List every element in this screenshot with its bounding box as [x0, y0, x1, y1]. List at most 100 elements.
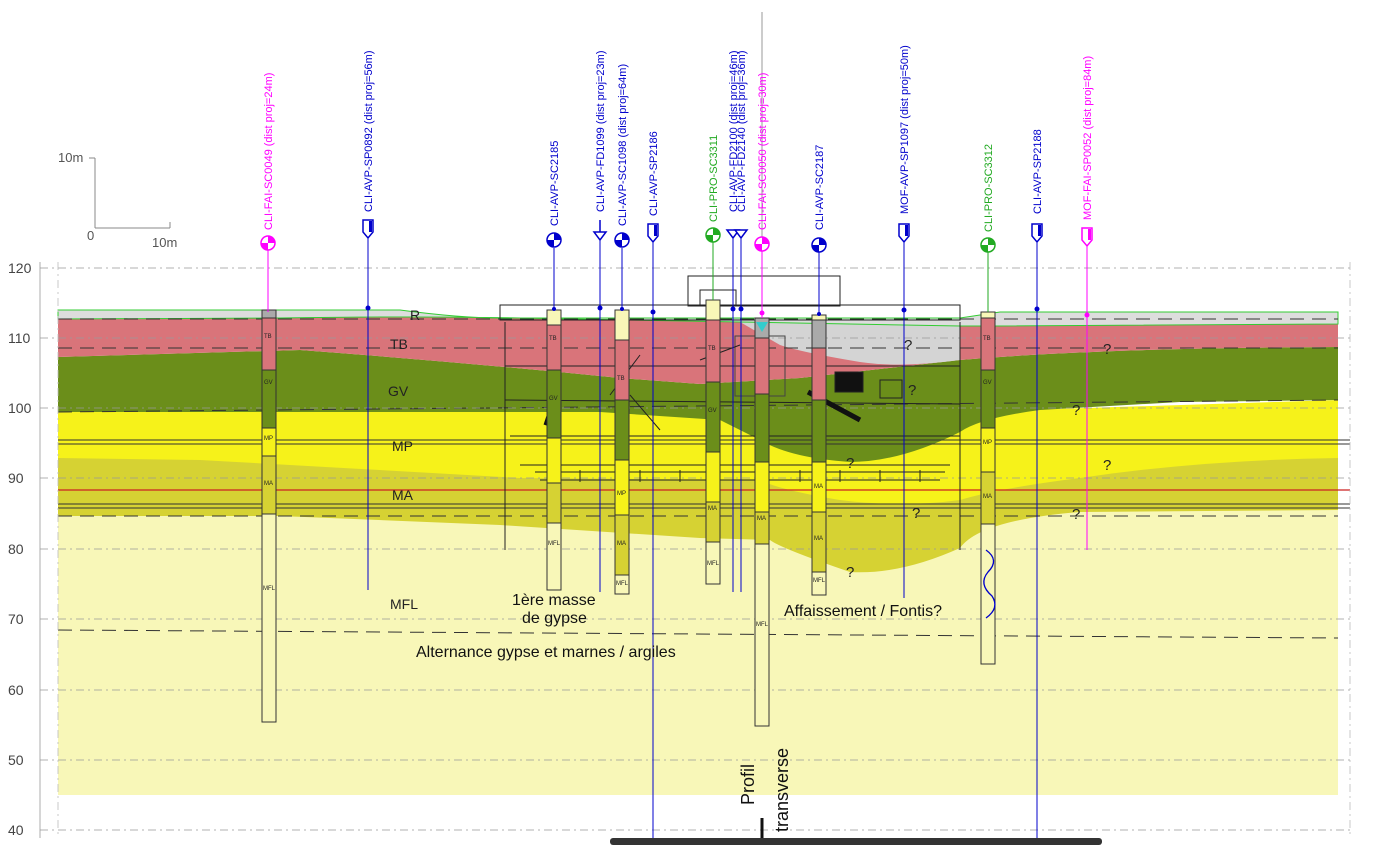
log-label: GV [983, 380, 992, 386]
layer-label-r: R [410, 307, 420, 323]
layer-label-gv: GV [388, 383, 409, 399]
question-mark: ? [1072, 402, 1080, 419]
elevation-tick: 100 [8, 400, 32, 416]
log-label: MA [814, 536, 823, 542]
log-label: MA [757, 516, 766, 522]
scale-origin-label: 0 [87, 228, 94, 243]
log-label: MFL [263, 586, 276, 592]
borehole-label: CLI-FAI-SC0050 (dist proj=30m) [757, 73, 769, 230]
log-label: MFL [707, 561, 720, 567]
layer-label-mfl: MFL [390, 596, 418, 612]
log-label: MFL [813, 578, 826, 584]
log-label: MFL [756, 622, 769, 628]
question-mark: ? [912, 505, 920, 522]
question-mark: ? [1103, 457, 1111, 474]
log-label: MA [708, 506, 717, 512]
log-label: TB [264, 334, 272, 340]
log-label: MP [617, 491, 626, 497]
elevation-tick: 40 [8, 822, 24, 838]
circle-symbol-icon [980, 237, 996, 253]
log-label: TB [983, 336, 991, 342]
borehole-label: CLI-AVP-SC1098 (dist proj=64m) [617, 64, 629, 226]
layer-gv [58, 347, 1338, 462]
elevation-tick: 80 [8, 541, 24, 557]
circle-symbol-icon [546, 232, 562, 248]
uncertainty-marks: ? ? ? ? ? ? ? ? ? [846, 337, 1111, 581]
circle-symbol-icon [754, 236, 770, 252]
layer-label-tb: TB [390, 336, 408, 352]
log-label: MFL [548, 541, 561, 547]
question-mark: ? [1103, 341, 1111, 358]
scale-bar: 10m 0 10m [58, 150, 177, 250]
circle-symbol-icon [614, 232, 630, 248]
question-mark: ? [908, 382, 916, 399]
annotation-profil: Profil [738, 764, 758, 805]
log-label: TB [617, 376, 625, 382]
elevation-axis: 120 110 100 90 80 70 60 50 40 [8, 260, 32, 838]
borehole-label: CLI-AVP-SP2186 [648, 131, 660, 216]
layer-mfl [58, 505, 1338, 795]
elevation-grid [39, 262, 1351, 838]
borehole-label: CLI-AVP-FD2100 (dist proj=46m) [728, 51, 740, 213]
log-label: GV [708, 408, 717, 414]
tag-symbol-icon [362, 219, 374, 240]
circle-symbol-icon [811, 237, 827, 253]
borehole-label: CLI-AVP-SC2187 [814, 145, 826, 230]
log-label: MP [264, 436, 273, 442]
geology-layers [57, 309, 1339, 795]
borehole-label: CLI-FAI-SC0049 (dist proj=24m) [263, 73, 275, 230]
tag-symbol-icon [1081, 227, 1093, 248]
borehole-label: CLI-PRO-SC3311 [708, 135, 720, 222]
log-label: MA [264, 481, 273, 487]
circle-symbol-icon [705, 227, 721, 243]
borehole-labels: CLI-FAI-SC0049 (dist proj=24m) CLI-AVP-S… [263, 45, 1094, 232]
layer-remblai [740, 322, 960, 365]
elevation-tick: 120 [8, 260, 32, 276]
layer-labels: R TB GV MP MA MFL [388, 307, 420, 612]
elevation-tick: 70 [8, 611, 24, 627]
borehole-label: MOF-AVP-SP1097 (dist proj=50m) [899, 45, 911, 214]
elevation-tick: 90 [8, 470, 24, 486]
log-label: GV [549, 396, 558, 402]
log-label: MP [983, 440, 992, 446]
profil-marker [610, 818, 1102, 845]
borehole-label: CLI-AVP-SP2188 [1032, 129, 1044, 214]
log-label: TB [708, 346, 716, 352]
layer-label-ma: MA [392, 487, 414, 503]
question-mark: ? [846, 455, 854, 472]
annotations: 1ère masse de gypse Alternance gypse et … [416, 592, 942, 832]
annotation-gypse-line1: 1ère masse [512, 592, 596, 609]
borehole-label: CLI-AVP-SC2185 [549, 141, 561, 226]
borehole-label: CLI-AVP-FD1099 (dist proj=23m) [595, 51, 607, 213]
borehole-label: MOF-FAI-SP0052 (dist proj=84m) [1082, 56, 1094, 220]
borehole-label: CLI-AVP-FD2140 (dist proj=36m) [736, 51, 748, 213]
annotation-transverse: transverse [772, 748, 792, 832]
tag-symbol-icon [898, 223, 910, 244]
log-label: MFL [616, 581, 629, 587]
surface-hatch [57, 309, 1339, 327]
elevation-tick: 50 [8, 752, 24, 768]
log-label: GV [264, 380, 273, 386]
scale-vertical-label: 10m [58, 150, 83, 165]
question-mark: ? [846, 564, 854, 581]
circle-symbol-icon [260, 235, 276, 251]
borehole-label: CLI-PRO-SC3312 [983, 144, 995, 232]
surface-dots [365, 305, 1090, 332]
question-mark: ? [1072, 506, 1080, 523]
arrow-symbol-icon [733, 229, 749, 240]
log-label: MA [983, 494, 992, 500]
layer-tb [58, 317, 1338, 384]
annotation-alternance: Alternance gypse et marnes / argiles [416, 644, 676, 661]
log-label: MA [617, 541, 626, 547]
elevation-tick: 60 [8, 682, 24, 698]
log-labels: TB GV MP MA MFL TB GV MFL TB MP MA MFL T… [263, 334, 992, 628]
arrow-symbol-icon [592, 220, 608, 242]
annotation-gypse-line2: de gypse [522, 610, 587, 627]
elevation-tick: 110 [8, 330, 31, 346]
scale-horizontal-label: 10m [152, 235, 177, 250]
borehole-symbols [260, 219, 1093, 253]
borehole-lines [267, 12, 1088, 840]
layer-label-mp: MP [392, 438, 413, 454]
borehole-label: CLI-AVP-SP0892 (dist proj=56m) [363, 50, 375, 212]
question-mark: ? [904, 337, 912, 354]
